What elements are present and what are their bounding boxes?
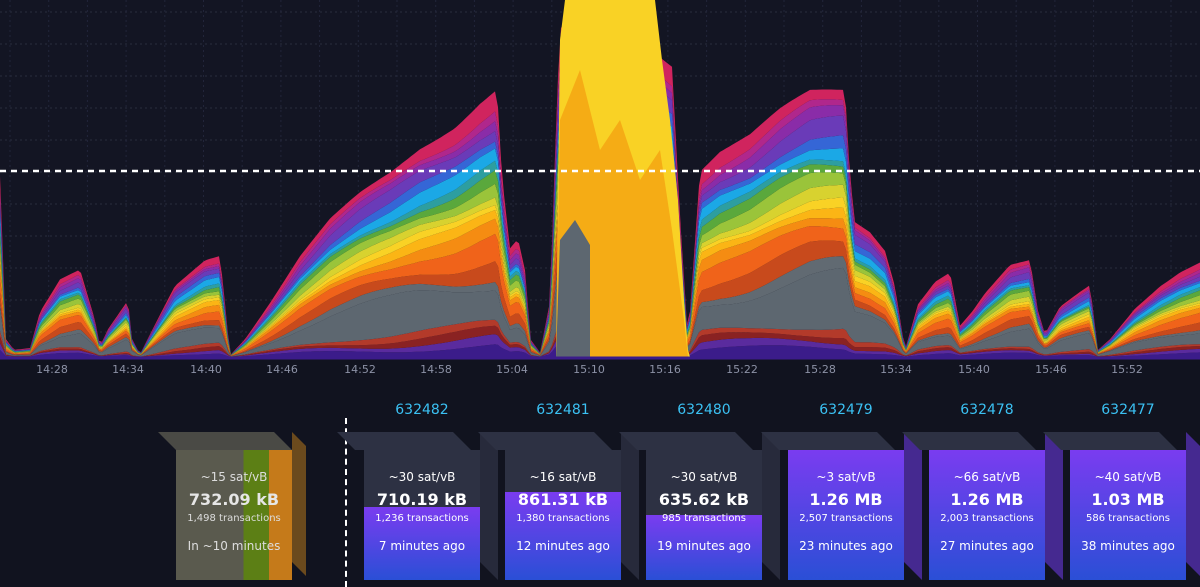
block-height-link[interactable]: 632480 <box>677 402 731 418</box>
time-tick-label: 14:40 <box>190 363 222 376</box>
block-fee-range: ~40 sat/vB <box>1094 470 1162 484</box>
time-tick-label: 15:28 <box>804 363 836 376</box>
projected-tx-count: 1,498 transactions <box>187 513 281 524</box>
block-fee-range: ~30 sat/vB <box>388 470 456 484</box>
block-cube-top <box>761 432 895 450</box>
time-tick-label: 14:28 <box>36 363 68 376</box>
time-tick-label: 15:46 <box>1035 363 1067 376</box>
block-cube-side <box>1045 432 1063 580</box>
time-tick-label: 14:52 <box>344 363 376 376</box>
time-tick-label: 15:10 <box>573 363 605 376</box>
block-time-ago: 23 minutes ago <box>799 539 893 553</box>
projected-fee-range: ~15 sat/vB <box>200 470 268 484</box>
block-cube: ~30 sat/vB 710.19 kB 1,236 transactions 7 m… <box>337 432 498 580</box>
projected-block-side <box>292 432 306 576</box>
time-tick-label: 14:34 <box>112 363 144 376</box>
block-cube-face: ~3 sat/vB 1.26 MB 2,507 transactions 23 min… <box>788 450 904 580</box>
block-cube-top <box>337 432 471 450</box>
block-cube-top <box>619 432 753 450</box>
block-cube-top <box>902 432 1036 450</box>
block-fill-level <box>1070 450 1186 580</box>
block-tx-count: 586 transactions <box>1086 513 1170 524</box>
fee-band-spike-gray <box>556 220 590 357</box>
block-size: 861.31 kB <box>517 490 609 509</box>
fee-band-6 <box>0 214 1200 357</box>
block-size: 635.62 kB <box>658 490 750 509</box>
block-cube: ~16 sat/vB 861.31 kB 1,380 transactions 12 … <box>478 432 639 580</box>
block-fill-level <box>929 450 1045 580</box>
block-height-link[interactable]: 632479 <box>819 402 873 418</box>
projected-block-face: ~15 sat/vB 732.09 kB 1,498 transactions … <box>176 450 292 580</box>
projected-size: 732.09 kB <box>188 490 280 509</box>
block-cube-face: ~66 sat/vB 1.26 MB 2,003 transactions 27 mi… <box>929 450 1045 580</box>
fee-band-7 <box>0 195 1200 356</box>
block-tx-count: 985 transactions <box>662 513 746 524</box>
time-tick-label: 14:58 <box>420 363 452 376</box>
projected-eta: In ~10 minutes <box>187 539 281 553</box>
block-time-ago: 12 minutes ago <box>516 539 610 553</box>
mined-block[interactable]: 632480 ~30 sat/vB 635.62 kB 985 transaction… <box>619 402 780 580</box>
projected-block-top <box>158 432 292 450</box>
time-tick-label: 15:04 <box>496 363 528 376</box>
block-size: 1.03 MB <box>1091 490 1165 509</box>
time-tick-label: 15:52 <box>1111 363 1143 376</box>
block-cube: ~66 sat/vB 1.26 MB 2,003 transactions 27 mi… <box>902 432 1063 580</box>
block-size: 1.26 MB <box>809 490 883 509</box>
block-cube-face: ~40 sat/vB 1.03 MB 586 transactions 38 minu… <box>1070 450 1186 580</box>
block-tx-count: 2,003 transactions <box>940 513 1034 524</box>
block-fee-range: ~66 sat/vB <box>953 470 1021 484</box>
block-time-ago: 7 minutes ago <box>378 539 466 553</box>
mined-block[interactable]: 632481 ~16 sat/vB 861.31 kB 1,380 transacti… <box>478 402 639 580</box>
block-fee-range: ~16 sat/vB <box>529 470 597 484</box>
projected-block[interactable]: ~15 sat/vB 732.09 kB 1,498 transactions … <box>158 432 306 582</box>
block-cube-face: ~16 sat/vB 861.31 kB 1,380 transactions 12 … <box>505 450 621 580</box>
block-time-ago: 27 minutes ago <box>940 539 1034 553</box>
block-cube-face: ~30 sat/vB 635.62 kB 985 transactions 19 mi… <box>646 450 762 580</box>
mempool-chart[interactable] <box>0 0 1200 360</box>
block-fee-range: ~3 sat/vB <box>816 470 876 484</box>
mined-block[interactable]: 632478 ~66 sat/vB 1.26 MB 2,003 transaction… <box>902 402 1063 580</box>
time-tick-label: 14:46 <box>266 363 298 376</box>
block-cube-side <box>904 432 922 580</box>
block-cube-side <box>1186 432 1200 580</box>
block-size: 710.19 kB <box>376 490 468 509</box>
block-tx-count: 1,236 transactions <box>375 513 469 524</box>
block-cube: ~3 sat/vB 1.26 MB 2,507 transactions 23 min… <box>761 432 922 580</box>
mempool-chart-svg <box>0 0 1200 360</box>
block-tx-count: 1,380 transactions <box>516 513 610 524</box>
fee-band-2 <box>0 325 1200 357</box>
time-tick-label: 15:34 <box>880 363 912 376</box>
block-cube-top <box>1043 432 1177 450</box>
block-cube-side <box>621 432 639 580</box>
time-axis: 14:28 14:34 14:40 14:46 14:52 14:58 15:04 15:10… <box>0 360 1200 382</box>
block-cube: ~30 sat/vB 635.62 kB 985 transactions 19 mi… <box>619 432 780 580</box>
mined-block[interactable]: 632479 ~3 sat/vB 1.26 MB 2,507 transactions… <box>761 402 922 580</box>
block-time-ago: 38 minutes ago <box>1081 539 1175 553</box>
block-time-ago: 19 minutes ago <box>657 539 751 553</box>
time-tick-label: 15:40 <box>958 363 990 376</box>
block-fill-level <box>788 450 904 580</box>
block-cube-top <box>478 432 612 450</box>
mined-block[interactable]: 632482 ~30 sat/vB 710.19 kB 1,236 transacti… <box>337 402 498 580</box>
block-fee-range: ~30 sat/vB <box>670 470 738 484</box>
block-height-link[interactable]: 632478 <box>960 402 1014 418</box>
block-height-link[interactable]: 632477 <box>1101 402 1155 418</box>
block-cube-face: ~30 sat/vB 710.19 kB 1,236 transactions 7 m… <box>364 450 480 580</box>
block-size: 1.26 MB <box>950 490 1024 509</box>
timeline-divider <box>345 418 347 587</box>
block-tx-count: 2,507 transactions <box>799 513 893 524</box>
block-fill-level <box>646 515 762 580</box>
time-tick-label: 15:22 <box>726 363 758 376</box>
block-height-link[interactable]: 632482 <box>395 402 449 418</box>
time-tick-label: 15:16 <box>649 363 681 376</box>
mined-block[interactable]: 632477 ~40 sat/vB 1.03 MB 586 transactions 3… <box>1043 402 1200 580</box>
block-cube: ~40 sat/vB 1.03 MB 586 transactions 38 minu… <box>1043 432 1200 580</box>
block-height-link[interactable]: 632481 <box>536 402 590 418</box>
block-fill-level <box>364 507 480 580</box>
block-fill-level <box>505 491 621 580</box>
block-cube-side <box>480 432 498 580</box>
block-cube-side <box>762 432 780 580</box>
